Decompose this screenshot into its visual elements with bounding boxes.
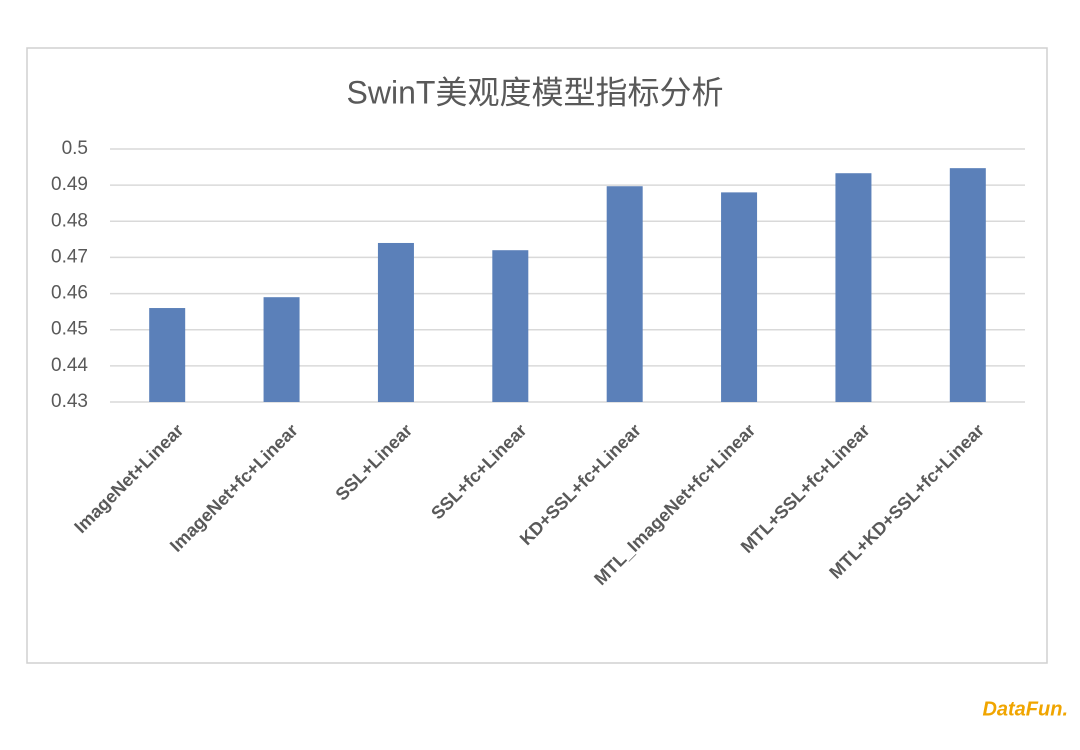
y-tick-label: 0.44: [51, 355, 88, 376]
y-tick-label: 0.47: [51, 246, 88, 267]
chart-title: SwinT美观度模型指标分析: [347, 74, 724, 110]
bar: [263, 297, 300, 402]
bar: [492, 250, 529, 402]
y-tick-label: 0.46: [51, 283, 88, 304]
bar: [149, 308, 186, 402]
bar: [949, 168, 986, 402]
y-tick-label: 0.5: [62, 138, 88, 159]
y-tick-label: 0.45: [51, 319, 88, 340]
y-tick-label: 0.48: [51, 210, 88, 231]
y-tick-label: 0.49: [51, 174, 88, 195]
bar: [606, 186, 643, 402]
bar: [835, 173, 872, 402]
bar: [721, 192, 758, 402]
bar: [377, 242, 414, 402]
y-tick-label: 0.43: [51, 391, 88, 412]
watermark: DataFun.: [982, 698, 1068, 720]
chart-frame: [26, 47, 1048, 664]
